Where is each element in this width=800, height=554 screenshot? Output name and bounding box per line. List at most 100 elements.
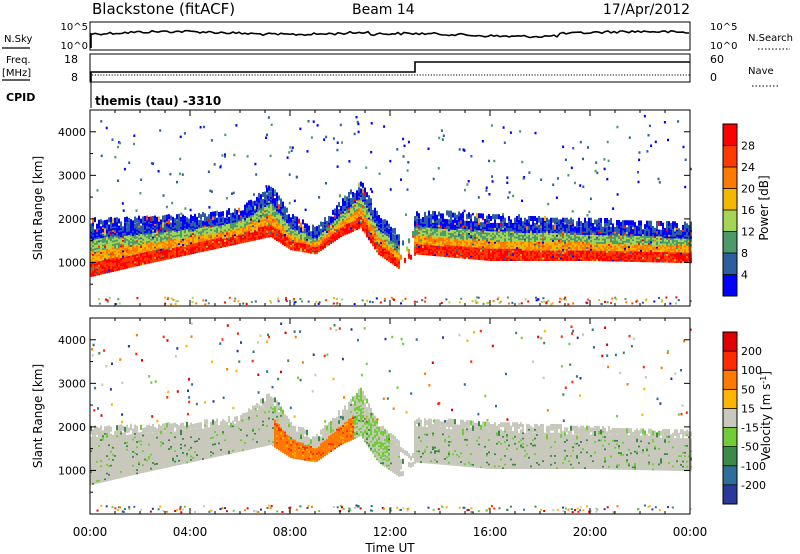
power-cell — [130, 219, 132, 225]
freq-trace — [90, 61, 690, 82]
power-cell — [288, 217, 290, 223]
power-cell — [108, 224, 110, 230]
power-cell — [214, 214, 216, 220]
power-cell — [386, 220, 388, 226]
power-cell — [90, 226, 92, 232]
power-cell — [96, 227, 98, 233]
power-cell — [478, 218, 480, 224]
power-cell — [350, 198, 352, 204]
power-cell — [374, 207, 376, 213]
power-cell — [230, 216, 232, 222]
power-cell — [438, 211, 440, 217]
power-cell — [142, 216, 144, 222]
power-cell — [290, 220, 292, 226]
power-cell — [168, 214, 170, 220]
power-cell — [342, 198, 344, 204]
power-cell — [134, 216, 136, 222]
power-cell — [250, 199, 252, 205]
power-cell — [222, 211, 224, 217]
power-cell — [294, 221, 296, 227]
power-cell — [570, 224, 572, 230]
power-cell — [404, 257, 406, 263]
power-cell — [100, 226, 102, 232]
power-cell — [500, 216, 502, 221]
power-cell — [458, 211, 460, 217]
cpid-label: CPID — [6, 91, 35, 104]
power-cell — [230, 212, 232, 218]
power-cell — [124, 217, 126, 223]
power-cell — [216, 210, 218, 216]
power-cell — [380, 223, 382, 229]
power-cell — [276, 201, 278, 207]
power-cell — [118, 218, 120, 224]
power-cell — [466, 220, 468, 226]
power-cell — [110, 220, 112, 226]
power-cell — [220, 211, 222, 217]
power-cell — [106, 223, 108, 229]
power-cell — [242, 210, 244, 216]
power-cell — [378, 215, 380, 220]
power-cell — [154, 219, 156, 224]
power-cell — [370, 198, 372, 204]
nave-label: Nave — [748, 66, 774, 77]
power-cell — [276, 192, 278, 198]
power-cell — [306, 227, 308, 232]
power-cell — [246, 211, 248, 217]
power-cell — [438, 218, 440, 224]
power-cell — [278, 204, 280, 210]
power-cell — [202, 220, 204, 226]
power-cell — [272, 188, 274, 194]
power-cell — [146, 224, 148, 230]
power-cell — [156, 222, 158, 228]
power-cell — [452, 212, 454, 218]
power-cell — [482, 222, 484, 228]
power-cell — [446, 210, 448, 216]
power-cell — [408, 238, 410, 244]
power-cell — [382, 219, 384, 225]
power-cell — [164, 215, 166, 221]
power-cell — [90, 223, 92, 229]
power-cell — [112, 221, 114, 227]
power-cell — [98, 223, 100, 229]
power-cell — [284, 209, 286, 215]
nsearch-label: N.Search — [748, 33, 793, 44]
power-cell — [512, 222, 514, 228]
power-cell — [466, 213, 468, 219]
power-cell — [406, 246, 408, 252]
power-cell — [318, 224, 320, 230]
power-cell — [300, 222, 302, 228]
power-cell — [254, 204, 256, 210]
power-cell — [490, 222, 492, 228]
power-cell — [366, 199, 368, 205]
beam-title: Beam 14 — [352, 2, 415, 18]
power-cell — [398, 234, 400, 240]
power-cell — [156, 216, 158, 222]
power-cell — [302, 226, 304, 232]
power-cell — [286, 214, 288, 220]
power-cell — [288, 214, 290, 220]
power-cell — [376, 210, 378, 216]
power-cell — [424, 211, 426, 217]
power-cell — [92, 217, 94, 223]
power-cell — [306, 223, 308, 229]
power-cell — [448, 210, 450, 216]
power-cell — [362, 182, 364, 188]
power-cell — [518, 214, 520, 220]
power-cell — [418, 218, 420, 224]
power-cell — [258, 198, 260, 204]
power-cell — [344, 195, 346, 201]
power-cell — [538, 224, 540, 230]
power-cell — [204, 213, 206, 219]
power-cell — [516, 222, 518, 228]
power-cell — [252, 201, 254, 207]
power-cell — [248, 200, 250, 206]
power-cell — [554, 217, 556, 223]
power-cell — [440, 213, 442, 219]
power-cell — [476, 213, 478, 218]
power-cell — [392, 228, 394, 234]
power-cell — [492, 214, 494, 220]
power-cell — [138, 220, 140, 226]
power-cell — [174, 218, 176, 224]
power-cell — [108, 217, 110, 223]
power-cell — [152, 216, 154, 221]
